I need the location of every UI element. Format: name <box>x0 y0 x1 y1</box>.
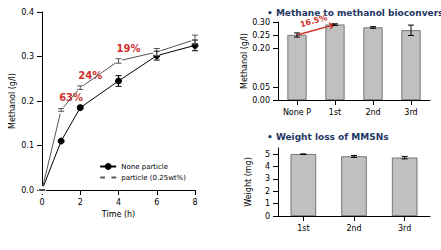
svg-text:particle (0.25wt%): particle (0.25wt%) <box>121 174 186 182</box>
svg-text:3rd: 3rd <box>404 108 417 117</box>
svg-text:Weight (mg): Weight (mg) <box>244 157 253 207</box>
svg-text:• Weight loss of MMSNs: • Weight loss of MMSNs <box>267 132 389 142</box>
svg-text:0.1: 0.1 <box>21 141 34 150</box>
svg-text:0.30: 0.30 <box>252 18 270 27</box>
svg-text:0.20: 0.20 <box>252 44 270 53</box>
svg-text:0: 0 <box>265 212 270 221</box>
svg-text:None P: None P <box>283 108 311 117</box>
svg-text:Time (h): Time (h) <box>101 210 135 219</box>
svg-text:0.3: 0.3 <box>21 52 34 61</box>
svg-text:16.5%: 16.5% <box>299 13 329 30</box>
svg-text:2nd: 2nd <box>365 108 380 117</box>
svg-text:2nd: 2nd <box>346 224 361 233</box>
svg-text:4: 4 <box>116 198 121 207</box>
svg-text:0.05: 0.05 <box>252 83 270 92</box>
svg-text:0.00: 0.00 <box>252 96 270 105</box>
svg-text:0.4: 0.4 <box>21 8 34 17</box>
svg-text:0.0: 0.0 <box>21 186 34 195</box>
svg-text:8: 8 <box>192 198 197 207</box>
svg-text:2: 2 <box>265 187 270 196</box>
svg-text:0.25: 0.25 <box>252 31 270 40</box>
svg-text:5: 5 <box>265 150 270 159</box>
svg-text:1: 1 <box>265 199 270 208</box>
svg-text:1st: 1st <box>297 224 309 233</box>
svg-text:Methanol (g/l): Methanol (g/l) <box>8 73 17 129</box>
svg-text:Methanol (g/l): Methanol (g/l) <box>240 33 249 89</box>
svg-text:0.2: 0.2 <box>21 97 34 106</box>
svg-text:6: 6 <box>154 198 159 207</box>
svg-text:None particle: None particle <box>121 163 168 171</box>
svg-text:63%: 63% <box>59 92 84 104</box>
svg-text:0: 0 <box>39 198 44 207</box>
svg-text:3rd: 3rd <box>398 224 411 233</box>
svg-text:• Methane to methanol bioconve: • Methane to methanol bioconversion at 4… <box>267 8 441 18</box>
svg-text:4: 4 <box>265 162 270 171</box>
svg-text:2: 2 <box>78 198 83 207</box>
svg-text:1st: 1st <box>329 108 341 117</box>
svg-text:3: 3 <box>265 174 270 183</box>
svg-text:19%: 19% <box>117 43 141 54</box>
svg-text:24%: 24% <box>78 70 102 81</box>
